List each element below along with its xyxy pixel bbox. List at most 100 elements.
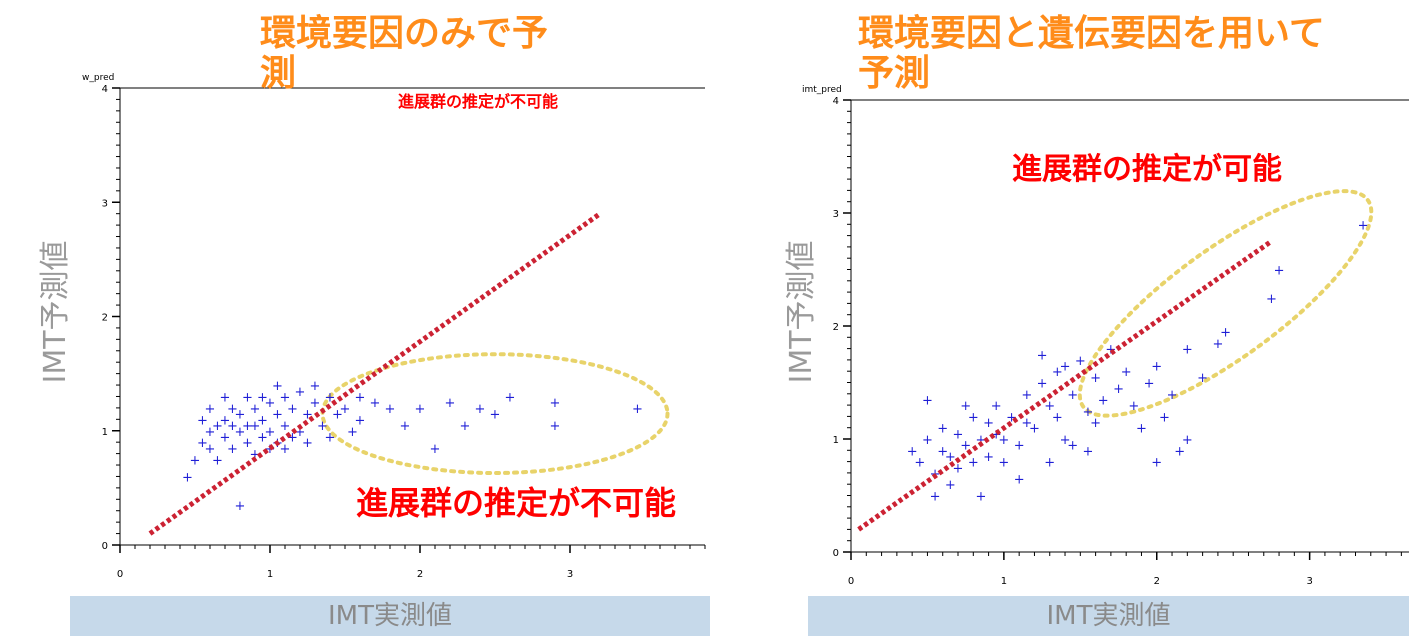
left-data-point: + bbox=[287, 430, 298, 445]
right-data-point: + bbox=[1174, 444, 1185, 459]
left-data-point: + bbox=[340, 402, 351, 417]
right-data-point: + bbox=[983, 450, 994, 465]
right-data-point: + bbox=[1060, 433, 1071, 448]
right-data-point: + bbox=[991, 399, 1002, 414]
right-annotation: 進展群の推定が可能 bbox=[1012, 152, 1282, 187]
right-data-point: + bbox=[1037, 348, 1048, 363]
right-data-point: + bbox=[1212, 337, 1223, 352]
right-data-point: + bbox=[953, 461, 964, 476]
left-data-point: + bbox=[205, 425, 216, 440]
left-x-axis-label: IMT実測値 bbox=[70, 596, 710, 636]
right-data-point: + bbox=[1151, 360, 1162, 375]
left-data-point: + bbox=[280, 390, 291, 405]
right-data-point: + bbox=[1044, 399, 1055, 414]
right-data-point: + bbox=[930, 490, 941, 505]
left-data-point: + bbox=[332, 408, 343, 423]
right-data-point: + bbox=[1197, 371, 1208, 386]
left-data-point: + bbox=[250, 419, 261, 434]
left-data-point: + bbox=[205, 442, 216, 457]
left-y-tick-label: 1 bbox=[102, 427, 108, 438]
left-data-point: + bbox=[632, 402, 643, 417]
left-data-point: + bbox=[400, 419, 411, 434]
right-data-point: + bbox=[1090, 416, 1101, 431]
left-data-point: + bbox=[317, 419, 328, 434]
left-data-point: + bbox=[310, 379, 321, 394]
left-data-point: + bbox=[257, 413, 268, 428]
left-data-point: + bbox=[205, 402, 216, 417]
right-data-point: + bbox=[1090, 371, 1101, 386]
right-data-point: + bbox=[983, 416, 994, 431]
left-data-point: + bbox=[325, 430, 336, 445]
left-data-point: + bbox=[220, 390, 231, 405]
left-data-point: + bbox=[235, 425, 246, 440]
right-data-point: + bbox=[1083, 405, 1094, 420]
right-data-point: + bbox=[975, 490, 986, 505]
left-data-point: + bbox=[415, 402, 426, 417]
right-data-point: + bbox=[1060, 360, 1071, 375]
left-data-point: + bbox=[220, 430, 231, 445]
left-data-point: + bbox=[272, 408, 283, 423]
left-chart-title: 環境要因のみで予 測 bbox=[260, 13, 549, 94]
right-data-point: + bbox=[960, 399, 971, 414]
left-x-tick-label: 3 bbox=[567, 569, 573, 580]
left-y-tick-label: 0 bbox=[102, 541, 108, 552]
right-x-tick-label: 1 bbox=[1001, 576, 1007, 587]
right-data-point: + bbox=[998, 456, 1009, 471]
left-annotation-small: 進展群の推定が不可能 bbox=[398, 92, 559, 111]
right-data-point: + bbox=[1037, 377, 1048, 392]
right-data-point: + bbox=[1167, 388, 1178, 403]
right-data-point: + bbox=[945, 478, 956, 493]
left-data-point: + bbox=[197, 436, 208, 451]
left-data-point: + bbox=[325, 390, 336, 405]
right-y-tick-label: 1 bbox=[833, 435, 839, 446]
right-data-point: + bbox=[914, 456, 925, 471]
left-data-point: + bbox=[257, 430, 268, 445]
right-data-point: + bbox=[991, 427, 1002, 442]
left-scatter-plot: 0 1 2 301234w_pred+++++++++++++++++++++++++… bbox=[82, 73, 706, 580]
left-data-point: + bbox=[280, 442, 291, 457]
left-variable-label: w_pred bbox=[82, 73, 114, 83]
right-data-point: + bbox=[1021, 388, 1032, 403]
left-data-point: + bbox=[385, 402, 396, 417]
left-data-point: + bbox=[197, 413, 208, 428]
right-data-point: + bbox=[1220, 326, 1231, 341]
left-data-point: + bbox=[265, 442, 276, 457]
right-scatter-plot: 0 1 2 301234imt_pred+++++++++++++++++++++++… bbox=[802, 85, 1409, 587]
left-data-point: + bbox=[355, 390, 366, 405]
left-x-tick-label: 0 bbox=[117, 569, 123, 580]
right-reference-line bbox=[857, 239, 1273, 532]
left-data-point: + bbox=[242, 390, 253, 405]
right-data-point: + bbox=[1182, 343, 1193, 358]
right-data-point: + bbox=[1266, 292, 1277, 307]
right-y-tick-label: 3 bbox=[833, 209, 839, 220]
right-data-point: + bbox=[1151, 456, 1162, 471]
left-data-point: + bbox=[310, 396, 321, 411]
right-data-point: + bbox=[968, 456, 979, 471]
left-data-point: + bbox=[212, 419, 223, 434]
right-y-tick-label: 2 bbox=[833, 322, 839, 333]
right-data-point: + bbox=[960, 439, 971, 454]
right-data-point: + bbox=[1021, 416, 1032, 431]
right-data-point: + bbox=[907, 444, 918, 459]
left-data-point: + bbox=[272, 379, 283, 394]
left-data-point: + bbox=[550, 396, 561, 411]
right-data-point: + bbox=[968, 410, 979, 425]
right-data-point: + bbox=[1121, 365, 1132, 380]
left-data-point: + bbox=[347, 425, 358, 440]
left-x-tick-label: 2 bbox=[417, 569, 423, 580]
left-chart-panel: 0 1 2 3 0 1 2 3 4 w_pred + + + + + + + + + + + + + + + + + + + + + + + + +… bbox=[38, 13, 710, 636]
left-data-point: + bbox=[280, 419, 291, 434]
left-y-tick-label: 4 bbox=[102, 84, 108, 95]
left-data-point: + bbox=[370, 396, 381, 411]
left-reference-line bbox=[148, 211, 602, 536]
left-y-axis-label: IMT予測値 bbox=[38, 240, 73, 384]
right-data-point: + bbox=[1014, 439, 1025, 454]
right-x-tick-label: 2 bbox=[1154, 576, 1160, 587]
right-data-point: + bbox=[937, 444, 948, 459]
right-data-point: + bbox=[1044, 456, 1055, 471]
right-x-axis-label: IMT実測値 bbox=[808, 596, 1409, 636]
right-data-point: + bbox=[953, 427, 964, 442]
left-data-point: + bbox=[212, 453, 223, 468]
left-data-point: + bbox=[295, 425, 306, 440]
left-data-point: + bbox=[227, 419, 238, 434]
